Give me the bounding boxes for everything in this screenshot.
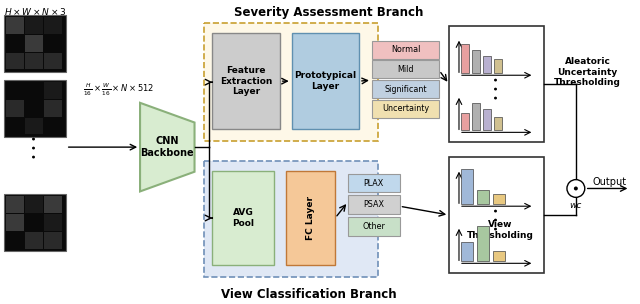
Bar xyxy=(472,50,480,73)
Text: Uncertainty: Uncertainty xyxy=(382,104,429,113)
Bar xyxy=(493,60,502,73)
FancyBboxPatch shape xyxy=(44,17,62,34)
FancyBboxPatch shape xyxy=(44,214,62,231)
FancyBboxPatch shape xyxy=(348,217,399,236)
Text: PLAX: PLAX xyxy=(364,178,384,188)
FancyBboxPatch shape xyxy=(6,82,24,99)
FancyBboxPatch shape xyxy=(44,232,62,249)
Bar xyxy=(472,103,480,130)
Text: Significant: Significant xyxy=(384,85,427,94)
FancyBboxPatch shape xyxy=(44,82,62,99)
FancyBboxPatch shape xyxy=(449,26,544,142)
FancyBboxPatch shape xyxy=(25,53,43,69)
FancyBboxPatch shape xyxy=(25,196,43,213)
FancyBboxPatch shape xyxy=(6,35,24,52)
FancyBboxPatch shape xyxy=(44,35,62,52)
FancyBboxPatch shape xyxy=(372,80,439,98)
FancyBboxPatch shape xyxy=(372,41,439,58)
Text: Feature
Extraction
Layer: Feature Extraction Layer xyxy=(220,66,272,96)
Bar xyxy=(493,194,504,204)
Bar xyxy=(493,251,504,261)
Text: AVG
Pool: AVG Pool xyxy=(232,208,254,228)
Bar xyxy=(493,117,502,130)
FancyBboxPatch shape xyxy=(348,195,399,214)
FancyBboxPatch shape xyxy=(348,174,399,192)
Bar xyxy=(483,109,491,130)
Text: Output: Output xyxy=(593,177,627,187)
FancyBboxPatch shape xyxy=(25,82,43,99)
Bar xyxy=(477,226,489,261)
FancyBboxPatch shape xyxy=(25,118,43,134)
Text: Aleatoric
Uncertainty
Thresholding: Aleatoric Uncertainty Thresholding xyxy=(554,57,621,87)
FancyBboxPatch shape xyxy=(6,53,24,69)
FancyBboxPatch shape xyxy=(44,196,62,213)
Bar xyxy=(461,44,469,73)
Text: PSAX: PSAX xyxy=(364,200,384,209)
Text: CNN
Backbone: CNN Backbone xyxy=(140,136,194,158)
FancyBboxPatch shape xyxy=(4,15,66,72)
Text: View Classification Branch: View Classification Branch xyxy=(221,288,396,301)
FancyBboxPatch shape xyxy=(212,33,280,130)
FancyBboxPatch shape xyxy=(6,17,24,34)
Text: • • •: • • • xyxy=(492,76,502,100)
Text: $\frac{H}{16} \times \frac{W}{16} \times N \times 512$: $\frac{H}{16} \times \frac{W}{16} \times… xyxy=(83,82,154,98)
FancyBboxPatch shape xyxy=(44,118,62,134)
FancyBboxPatch shape xyxy=(25,232,43,249)
Circle shape xyxy=(567,180,585,197)
FancyBboxPatch shape xyxy=(4,194,66,251)
Text: • • •: • • • xyxy=(492,207,502,231)
FancyBboxPatch shape xyxy=(25,214,43,231)
FancyBboxPatch shape xyxy=(212,171,274,265)
FancyBboxPatch shape xyxy=(449,157,544,273)
FancyBboxPatch shape xyxy=(44,100,62,117)
FancyBboxPatch shape xyxy=(292,33,359,130)
FancyBboxPatch shape xyxy=(204,23,378,141)
FancyBboxPatch shape xyxy=(25,17,43,34)
Text: Severity Assessment Branch: Severity Assessment Branch xyxy=(234,6,423,19)
Bar xyxy=(461,242,473,261)
Text: • • •: • • • xyxy=(30,135,40,159)
Text: View
Thresholding: View Thresholding xyxy=(467,220,534,240)
Text: Normal: Normal xyxy=(391,45,420,54)
Bar xyxy=(461,113,469,130)
FancyBboxPatch shape xyxy=(6,196,24,213)
Text: Other: Other xyxy=(362,222,385,231)
FancyBboxPatch shape xyxy=(372,100,439,118)
Text: $H \times W \times N \times 3$: $H \times W \times N \times 3$ xyxy=(4,6,67,17)
Bar xyxy=(483,56,491,73)
FancyBboxPatch shape xyxy=(44,53,62,69)
FancyBboxPatch shape xyxy=(4,80,66,137)
Circle shape xyxy=(574,187,578,190)
FancyBboxPatch shape xyxy=(6,100,24,117)
FancyBboxPatch shape xyxy=(25,35,43,52)
Text: Mild: Mild xyxy=(397,65,413,74)
FancyBboxPatch shape xyxy=(6,214,24,231)
FancyBboxPatch shape xyxy=(204,161,378,277)
Text: wᴄ: wᴄ xyxy=(570,201,582,210)
FancyBboxPatch shape xyxy=(285,171,335,265)
FancyBboxPatch shape xyxy=(6,118,24,134)
Text: Prototypical
Layer: Prototypical Layer xyxy=(294,71,356,91)
FancyBboxPatch shape xyxy=(372,60,439,78)
Polygon shape xyxy=(140,103,195,192)
Bar xyxy=(477,190,489,204)
Text: FC Layer: FC Layer xyxy=(306,196,315,240)
FancyBboxPatch shape xyxy=(25,100,43,117)
Bar xyxy=(461,169,473,204)
FancyBboxPatch shape xyxy=(6,232,24,249)
